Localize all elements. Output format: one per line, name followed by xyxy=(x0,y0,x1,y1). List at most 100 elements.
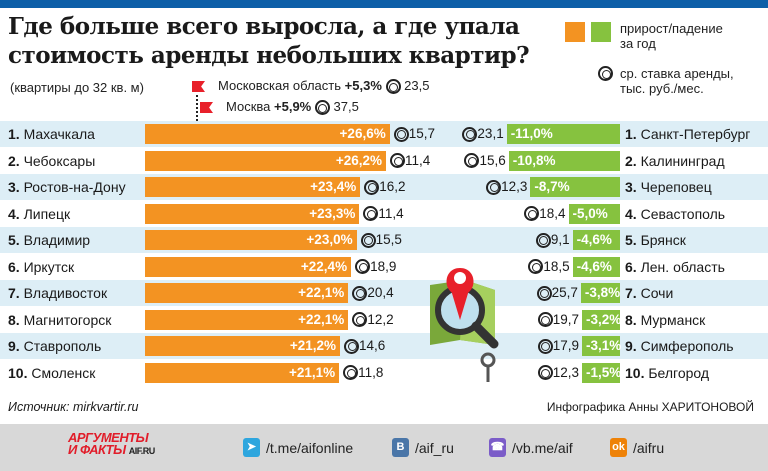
table-row: 4. Липецк +23,3% 11,4 18,4 -5,0% 4. Севастопо… xyxy=(0,201,768,227)
ref-name: Московская область xyxy=(218,78,342,93)
telegram-icon: ➤ xyxy=(243,438,260,457)
rent-ring-icon xyxy=(535,232,551,248)
ref-rent: 37,5 xyxy=(333,99,359,114)
growth-bar: +21,2% xyxy=(145,336,341,356)
rent-value: 15,6 xyxy=(479,152,506,168)
decline-bar: -11,0% xyxy=(506,124,620,144)
rank: 3. xyxy=(8,179,20,195)
rent-ring-icon xyxy=(343,365,359,381)
decline-bar: -3,8% xyxy=(580,283,620,303)
social-link[interactable]: ➤ /t.me/aifonline xyxy=(243,438,353,457)
rent-ring-icon xyxy=(537,365,553,381)
rent-ring-icon xyxy=(486,179,502,195)
city-name: Белгород xyxy=(648,364,710,381)
source-text: Источник: mirkvartir.ru xyxy=(8,400,139,414)
rank: 4. xyxy=(8,205,20,222)
ok-icon: ok xyxy=(610,438,627,457)
city-name: Владимир xyxy=(23,232,91,248)
rent-ring-icon xyxy=(537,338,553,354)
rent-value: 16,2 xyxy=(379,179,406,194)
rent-ring-icon xyxy=(385,79,401,95)
city-name: Чебоксары xyxy=(23,152,96,169)
rent-value: 15,5 xyxy=(375,232,402,247)
rent-value: 17,9 xyxy=(552,338,579,353)
growth-rent: 16,2 xyxy=(364,179,406,195)
rent-value: 12,2 xyxy=(367,311,394,327)
growth-city: 1. Махачкала xyxy=(8,126,95,142)
city-name: Смоленск xyxy=(31,364,96,381)
title-line-2: стоимость аренды небольших квартир? xyxy=(8,42,530,69)
growth-city: 2. Чебоксары xyxy=(8,153,95,169)
rank: 4. xyxy=(625,205,637,222)
rent-value: 25,7 xyxy=(551,285,578,300)
location-pin-icon xyxy=(448,280,472,320)
flag-icon xyxy=(200,102,213,113)
growth-city: 10. Смоленск xyxy=(8,365,95,381)
decline-rent: 9,1 xyxy=(535,232,570,248)
growth-city: 3. Ростов-на-Дону xyxy=(8,179,126,195)
rent-ring-icon xyxy=(352,312,368,328)
ref-rent: 23,5 xyxy=(404,78,430,93)
city-name: Сочи xyxy=(640,285,674,301)
growth-rent: 11,8 xyxy=(343,365,383,381)
footer-bar xyxy=(0,424,768,471)
social-link[interactable]: В/aif_ru xyxy=(392,438,454,457)
rent-ring-icon xyxy=(393,126,409,142)
growth-rent: 14,6 xyxy=(344,338,385,354)
growth-bar: +22,4% xyxy=(145,256,352,277)
rent-ring-icon xyxy=(536,285,552,301)
city-name: Мурманск xyxy=(640,311,706,328)
rank: 10. xyxy=(625,364,645,381)
growth-city: 9. Ставрополь xyxy=(8,338,101,354)
rent-ring-icon xyxy=(390,153,406,169)
growth-bar: +26,2% xyxy=(145,150,387,171)
rent-value: 20,4 xyxy=(367,285,394,300)
top-bar xyxy=(0,0,768,8)
decline-city: 2. Калининград xyxy=(625,153,725,169)
rent-value: 12,3 xyxy=(501,179,528,194)
rank: 5. xyxy=(8,232,20,248)
growth-city: 5. Владимир xyxy=(8,232,90,248)
decline-rent: 12,3 xyxy=(486,179,527,195)
table-row: 1. Махачкала +26,6% 15,7 23,1 -11,0% 1. Санкт… xyxy=(0,121,768,147)
growth-rent: 11,4 xyxy=(363,205,404,222)
decline-bar: -3,2% xyxy=(582,309,621,330)
city-name: Махачкала xyxy=(23,126,95,142)
rank: 2. xyxy=(625,152,637,169)
ref-change: +5,9% xyxy=(274,99,312,114)
decline-city: 7. Сочи xyxy=(625,285,673,301)
viber-icon: ☎ xyxy=(489,438,506,457)
table-row: 2. Чебоксары +26,2% 11,4 15,6 -10,8% 2. Калин… xyxy=(0,148,768,174)
rank: 10. xyxy=(8,364,28,381)
decline-city: 5. Брянск xyxy=(625,232,686,248)
growth-city: 4. Липецк xyxy=(8,206,70,222)
rent-value: 15,7 xyxy=(408,126,435,141)
decline-city: 1. Санкт-Петербург xyxy=(625,126,750,142)
rank: 6. xyxy=(8,258,20,275)
rent-value: 11,4 xyxy=(378,205,404,221)
growth-bar: +26,6% xyxy=(145,124,390,144)
moscow-region-ref: Московская область +5,3% 23,5 xyxy=(218,78,430,95)
social-link[interactable]: ☎ /vb.me/aif xyxy=(489,438,573,457)
growth-rent: 20,4 xyxy=(352,285,394,301)
city-name: Владивосток xyxy=(23,285,108,301)
rent-value: 12,3 xyxy=(552,364,579,380)
author-text: Инфографика Анны ХАРИТОНОВОЙ xyxy=(546,400,754,414)
rent-ring-icon xyxy=(464,153,480,169)
growth-bar: +23,0% xyxy=(145,230,357,250)
aif-logo[interactable]: АРГУМЕНТЫ И ФАКТЫ AIF.RU xyxy=(68,430,155,457)
rank: 2. xyxy=(8,152,20,169)
city-name: Санкт-Петербург xyxy=(640,126,751,142)
rent-value: 18,5 xyxy=(543,258,570,274)
decline-rent: 25,7 xyxy=(536,285,578,301)
rent-ring-icon xyxy=(598,66,613,81)
city-name: Ставрополь xyxy=(23,338,102,354)
rent-value: 23,1 xyxy=(477,126,504,141)
social-link[interactable]: ok/aifru xyxy=(610,438,664,457)
rent-legend-label: ср. ставка аренды, тыс. руб./мес. xyxy=(620,66,734,96)
flag-icon xyxy=(192,81,205,92)
rent-value: 19,7 xyxy=(552,311,579,327)
rent-ring-icon xyxy=(537,312,553,328)
rent-value: 18,4 xyxy=(539,205,566,221)
rent-ring-icon xyxy=(364,179,380,195)
